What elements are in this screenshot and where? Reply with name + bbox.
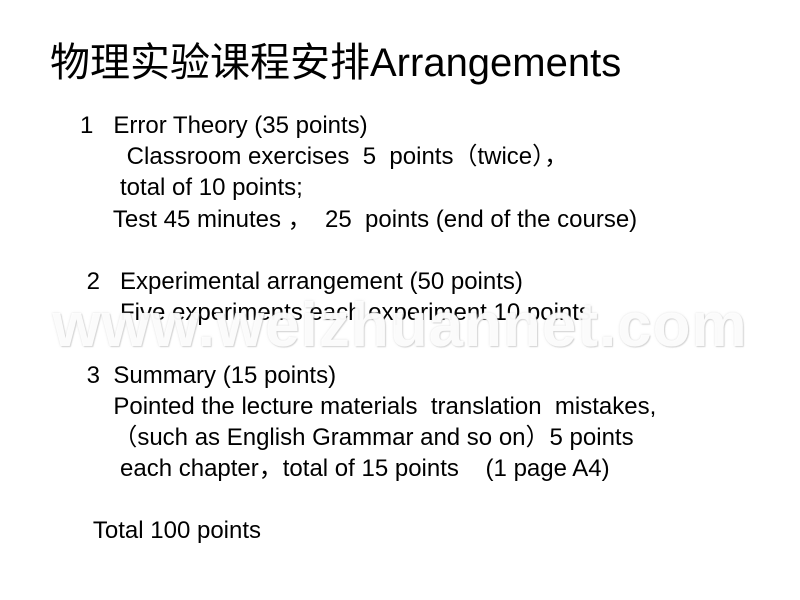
body-line: total of 10 points; [80, 172, 760, 203]
body-line [80, 235, 760, 266]
slide-body: 1 Error Theory (35 points) Classroom exe… [80, 110, 760, 547]
body-line [80, 328, 760, 359]
body-line: 2 Experimental arrangement (50 points) [80, 266, 760, 297]
body-line: Five experiments each experiment 10 poin… [80, 297, 760, 328]
body-line: Classroom exercises 5 points（twice）， [80, 141, 760, 172]
body-line: 3 Summary (15 points) [80, 360, 760, 391]
body-line: Total 100 points [80, 515, 760, 546]
slide: 物理实验课程安排Arrangements 1 Error Theory (35 … [0, 0, 800, 600]
body-line: Pointed the lecture materials translatio… [80, 391, 760, 422]
body-line: each chapter，total of 15 points (1 page … [80, 453, 760, 484]
body-line: Test 45 minutes ， 25 points (end of the … [80, 204, 760, 235]
slide-title: 物理实验课程安排Arrangements [50, 30, 621, 88]
body-line: （such as English Grammar and so on）5 poi… [80, 422, 760, 453]
body-line: 1 Error Theory (35 points) [80, 110, 760, 141]
body-line [80, 484, 760, 515]
